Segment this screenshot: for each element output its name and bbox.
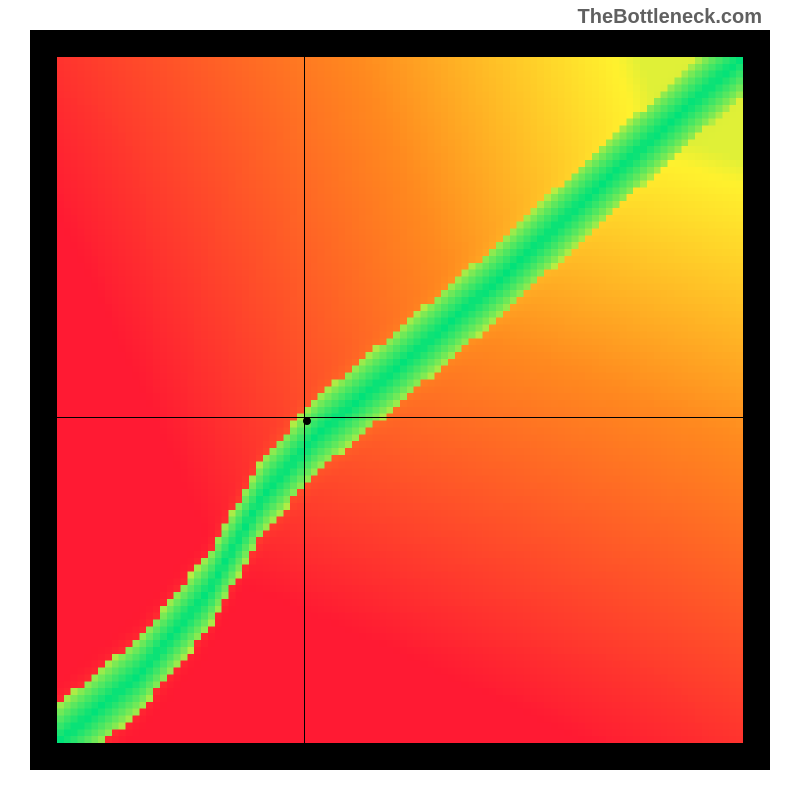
- attribution-text: TheBottleneck.com: [578, 6, 762, 29]
- heatmap-canvas: [57, 57, 743, 743]
- crosshair-vertical: [304, 57, 305, 743]
- marker-dot: [303, 417, 311, 425]
- heatmap-plot: [57, 57, 743, 743]
- crosshair-horizontal: [57, 417, 743, 418]
- chart-frame: [30, 30, 770, 770]
